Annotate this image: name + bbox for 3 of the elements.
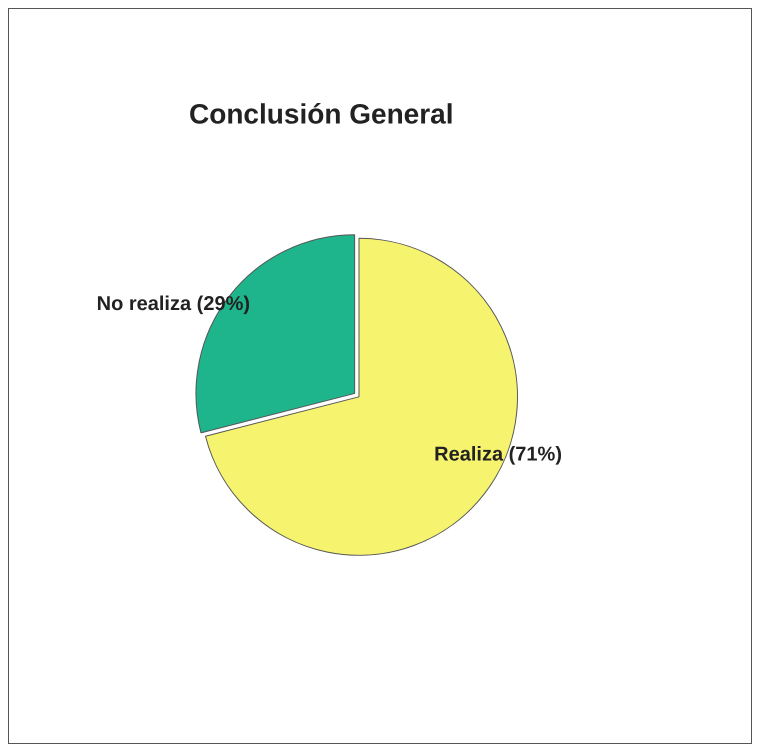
slice-label: No realiza (29%) <box>96 293 250 316</box>
slice-label: Realiza (71%) <box>434 444 562 466</box>
chart-title: Conclusión General <box>189 98 454 130</box>
